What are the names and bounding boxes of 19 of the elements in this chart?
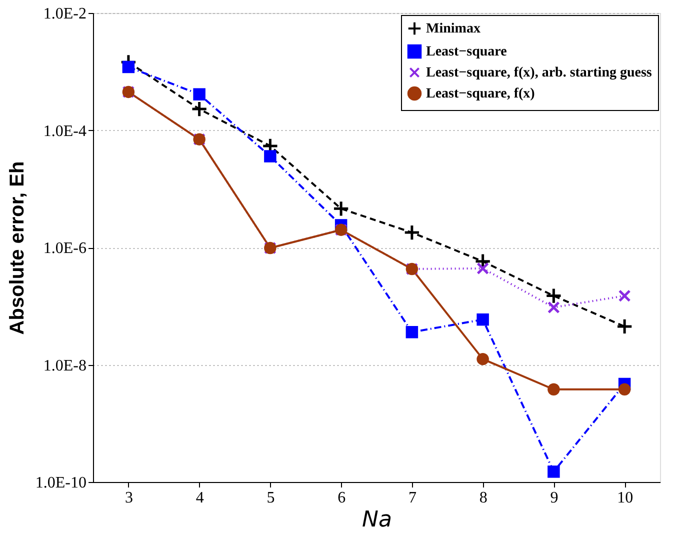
x-tick-label: 3 (124, 490, 133, 506)
x-tick-label: 7 (408, 490, 416, 506)
x-tick-label: 9 (550, 490, 558, 506)
x-tick-label: 8 (479, 490, 488, 506)
legend-label: Least−square, f(x) (426, 86, 536, 102)
x-tick-label: 10 (617, 490, 634, 506)
legend-label: Least−square, f(x), arb. starting guess (426, 66, 652, 80)
y-tick-label: 1.0E-2 (43, 6, 86, 22)
x-tick-label: 4 (196, 490, 204, 506)
y-tick-label: 1.0E-10 (35, 474, 86, 492)
y-axis-title: Absolute error, Eh (6, 161, 28, 335)
y-tick-label: 1.0E-4 (43, 122, 86, 140)
legend-label: Minimax (426, 22, 480, 36)
y-tick-label: 1.0E-8 (43, 357, 86, 374)
x-tick-label: 5 (266, 490, 275, 506)
x-axis-title: Na (362, 508, 392, 532)
legend-label: Least−square (426, 44, 507, 60)
x-tick-label: 6 (338, 490, 346, 506)
y-tick-label: 1.0E-6 (43, 240, 86, 257)
